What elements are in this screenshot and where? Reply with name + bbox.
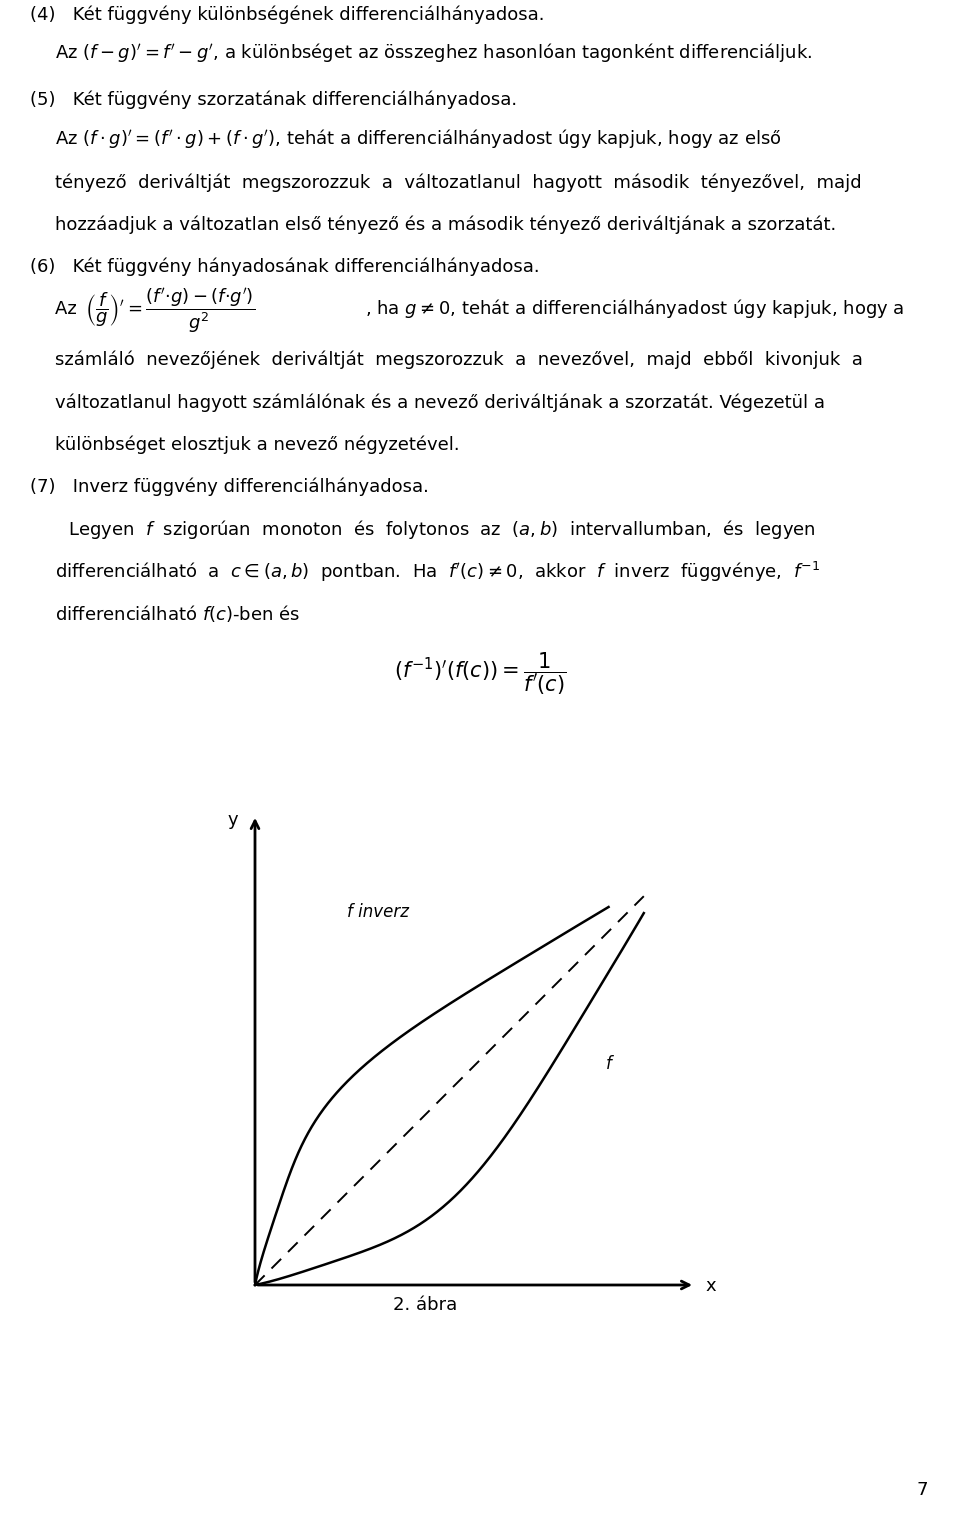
Text: (6)   Két függvény hányadosának differenciálhányadosa.: (6) Két függvény hányadosának differenci… [30, 257, 540, 275]
Text: Az $(f - g)' = f' - g'$, a különbséget az összeghez hasonlóan tagonként differen: Az $(f - g)' = f' - g'$, a különbséget a… [55, 41, 812, 64]
Text: $(f^{-1})'(f(c))=\dfrac{1}{f'(c)}$: $(f^{-1})'(f(c))=\dfrac{1}{f'(c)}$ [394, 651, 566, 697]
Text: Legyen  $f$  szigorúan  monoton  és  folytonos  az  $(a,b)$  intervallumban,  és: Legyen $f$ szigorúan monoton és folytono… [68, 519, 816, 541]
Text: f inverz: f inverz [347, 903, 409, 922]
Text: 2. ábra: 2. ábra [393, 1296, 457, 1314]
Text: (7)   Inverz függvény differenciálhányadosa.: (7) Inverz függvény differenciálhányados… [30, 478, 429, 496]
Text: számláló  nevezőjének  deriváltját  megszorozzuk  a  nevezővel,  majd  ebből  ki: számláló nevezőjének deriváltját megszor… [55, 350, 863, 370]
Text: tényező  deriváltját  megszorozzuk  a  változatlanul  hagyott  második  tényezőv: tényező deriváltját megszorozzuk a válto… [55, 173, 862, 192]
Text: 7: 7 [917, 1481, 928, 1500]
Text: (4)   Két függvény különbségének differenciálhányadosa.: (4) Két függvény különbségének differenc… [30, 6, 544, 24]
Text: különbséget elosztjuk a nevező négyzetével.: különbséget elosztjuk a nevező négyzetév… [55, 435, 460, 453]
Text: x: x [705, 1278, 715, 1294]
Text: y: y [228, 811, 238, 829]
Text: $\left(\dfrac{f}{g}\right)' = \dfrac{(f'{\cdot}g)-(f{\cdot}g')}{g^2}$: $\left(\dfrac{f}{g}\right)' = \dfrac{(f'… [85, 286, 255, 335]
Text: differenciálható  a  $c\in(a,b)$  pontban.  Ha  $f'(c)\neq0$,  akkor  $f$  inver: differenciálható a $c\in(a,b)$ pontban. … [55, 560, 820, 584]
Text: f: f [606, 1054, 612, 1072]
Text: változatlanul hagyott számlálónak és a nevező deriváltjának a szorzatát. Végezet: változatlanul hagyott számlálónak és a n… [55, 394, 825, 412]
Text: Az $(f \cdot g)' = (f' \cdot g) + (f \cdot g')$, tehát a differenciálhányadost ú: Az $(f \cdot g)' = (f' \cdot g) + (f \cd… [55, 126, 781, 151]
Text: Az: Az [55, 300, 83, 318]
Text: differenciálható $f(c)$-ben és: differenciálható $f(c)$-ben és [55, 602, 300, 624]
Text: , ha $g \neq 0$, tehát a differenciálhányadost úgy kapjuk, hogy a: , ha $g \neq 0$, tehát a differenciálhán… [365, 297, 904, 319]
Text: hozzáadjuk a változatlan első tényező és a második tényező deriváltjának a szorz: hozzáadjuk a változatlan első tényező és… [55, 216, 836, 234]
Text: (5)   Két függvény szorzatának differenciálhányadosa.: (5) Két függvény szorzatának differenciá… [30, 91, 517, 110]
